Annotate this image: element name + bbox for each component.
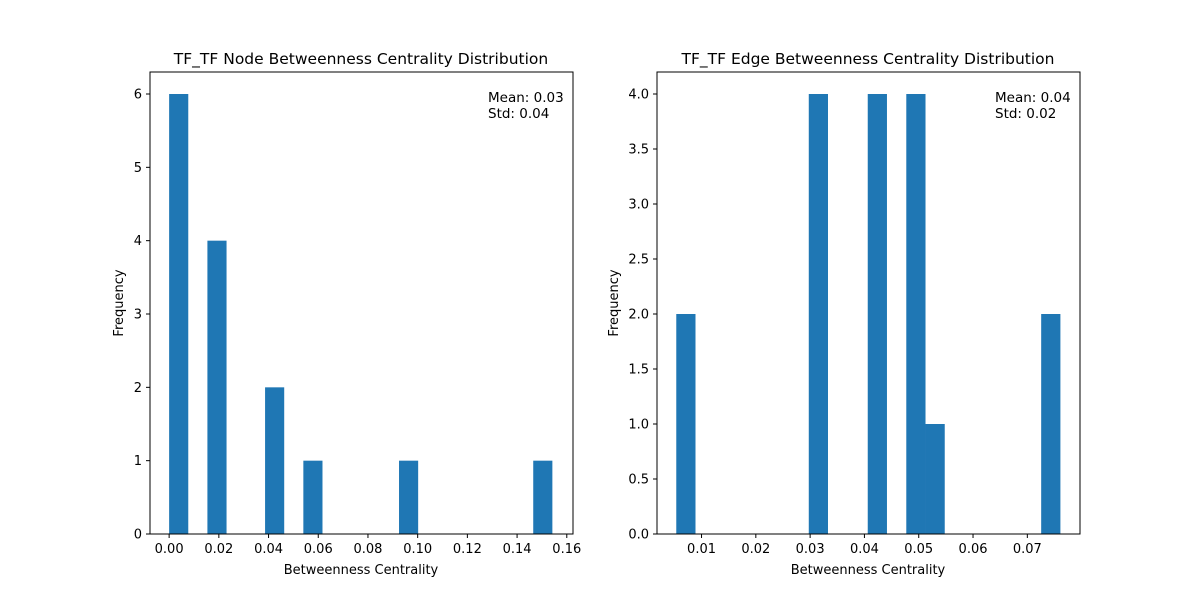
histogram-bar <box>1041 314 1061 534</box>
chart-title: TF_TF Edge Betweenness Centrality Distri… <box>681 50 1055 69</box>
std-annotation: Std: 0.02 <box>995 106 1056 122</box>
y-tick-label: 5 <box>134 161 142 176</box>
y-tick-label: 2.0 <box>628 308 649 323</box>
y-tick-label: 3 <box>134 308 142 323</box>
axes-frame <box>656 71 1081 535</box>
x-axis-label: Betweenness Centrality <box>791 563 946 578</box>
x-tick-label: 0.01 <box>687 542 716 557</box>
y-tick-label: 4.0 <box>628 88 649 103</box>
mean-annotation: Mean: 0.03 <box>488 90 564 106</box>
y-tick-label: 6 <box>134 88 142 103</box>
x-tick-label: 0.06 <box>304 542 333 557</box>
std-annotation: Std: 0.04 <box>488 106 549 122</box>
node-betweenness-panel: TF_TF Node Betweenness Centrality Distri… <box>112 50 581 578</box>
y-tick-label: 0.5 <box>628 473 649 488</box>
x-ticks-group: 0.01 0.02 0.03 0.04 0.05 0.06 0.07 <box>687 534 1042 557</box>
y-tick-label: 2.5 <box>628 253 649 268</box>
x-tick-label: 0.12 <box>453 542 482 557</box>
y-tick-label: 4 <box>134 234 142 249</box>
x-tick-label: 0.16 <box>552 542 581 557</box>
histogram-bar <box>303 460 323 534</box>
y-ticks-group: 0.0 0.5 1.0 1.5 2.0 2.5 3.0 3.5 4.0 <box>628 88 657 543</box>
y-tick-label: 3.5 <box>628 143 649 158</box>
bars-group <box>676 94 1061 534</box>
histogram-bar <box>399 460 419 534</box>
x-tick-label: 0.14 <box>503 542 532 557</box>
x-tick-label: 0.07 <box>1013 542 1042 557</box>
histogram-bar <box>925 424 945 534</box>
x-tick-label: 0.03 <box>796 542 825 557</box>
y-tick-label: 2 <box>134 381 142 396</box>
histogram-bar <box>906 94 926 534</box>
y-tick-label: 1 <box>134 454 142 469</box>
y-tick-label: 3.0 <box>628 198 649 213</box>
x-ticks-group: 0.00 0.02 0.04 0.06 0.08 0.10 0.12 0.14 0.16 <box>155 534 581 557</box>
x-tick-label: 0.08 <box>353 542 382 557</box>
x-axis-label: Betweenness Centrality <box>284 563 439 578</box>
histogram-bar <box>808 94 828 534</box>
y-tick-label: 0 <box>134 528 142 543</box>
mean-annotation: Mean: 0.04 <box>995 90 1071 106</box>
y-axis-label: Frequency <box>112 269 127 336</box>
y-tick-label: 0.0 <box>628 528 649 543</box>
x-tick-label: 0.05 <box>904 542 933 557</box>
histogram-bar <box>867 94 887 534</box>
x-tick-label: 0.02 <box>204 542 233 557</box>
x-tick-label: 0.10 <box>403 542 432 557</box>
histogram-bar <box>169 94 189 534</box>
x-tick-label: 0.02 <box>741 542 770 557</box>
histogram-bar <box>676 314 696 534</box>
histogram-bar <box>207 240 227 534</box>
x-tick-label: 0.06 <box>959 542 988 557</box>
x-tick-label: 0.04 <box>254 542 283 557</box>
x-tick-label: 0.00 <box>155 542 184 557</box>
y-ticks-group: 0 1 2 3 4 5 6 <box>134 88 150 543</box>
y-tick-label: 1.0 <box>628 418 649 433</box>
histogram-bar <box>533 460 553 534</box>
edge-betweenness-panel: TF_TF Edge Betweenness Centrality Distri… <box>607 50 1081 578</box>
axes-frame <box>149 71 574 535</box>
y-axis-label: Frequency <box>607 269 622 336</box>
bars-group <box>169 94 553 534</box>
y-tick-label: 1.5 <box>628 363 649 378</box>
x-tick-label: 0.04 <box>850 542 879 557</box>
histogram-bar <box>265 387 285 534</box>
chart-title: TF_TF Node Betweenness Centrality Distri… <box>173 50 548 69</box>
